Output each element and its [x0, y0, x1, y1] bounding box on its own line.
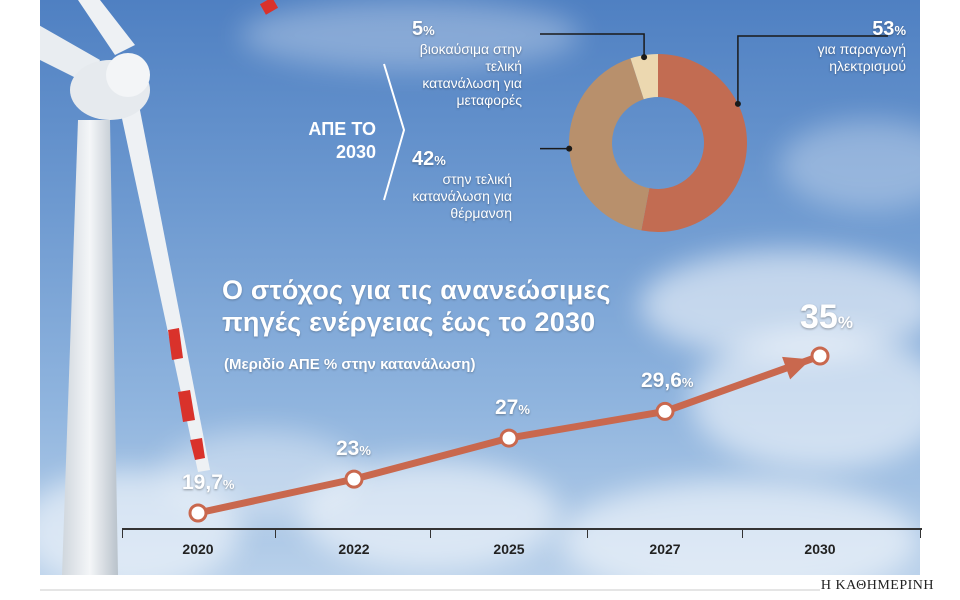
x-tick	[742, 530, 743, 538]
slice-electricity-label: 53% για παραγωγή ηλεκτρισμού	[790, 18, 906, 75]
x-tick	[122, 530, 123, 538]
x-tick-label-2022: 2022	[338, 541, 370, 557]
slice-heating-desc: στην τελική κατανάλωση για θέρμανση	[412, 171, 512, 221]
x-tick-label-2030: 2030	[804, 541, 836, 557]
slice-biofuels-label: 5% βιοκαύσιμα στην τελική κατανάλωση για…	[412, 18, 522, 109]
slice-biofuels-desc: βιοκαύσιμα στην τελική κατανάλωση για με…	[419, 41, 522, 108]
slice-biofuels-value: 5	[412, 18, 424, 40]
slice-heating-label: 42% στην τελική κατανάλωση για θέρμανση	[412, 148, 512, 222]
source-credit: Η ΚΑΘΗΜΕΡΙΝΗ	[820, 578, 934, 593]
chevron-bracket	[383, 63, 406, 201]
res-label-text: ΑΠΕ ΤΟ 2030	[308, 119, 376, 162]
chart-title: Ο στόχος για τις ανανεώσιμες πηγές ενέργ…	[222, 275, 611, 337]
value-label-2030: 35%	[800, 298, 853, 336]
res-2030-label: ΑΠΕ ΤΟ 2030	[300, 118, 376, 164]
data-point-2020	[188, 503, 208, 523]
leader-heating-dot	[566, 145, 573, 152]
chart-subtitle: (Μεριδίο ΑΠΕ % στην κατανάλωση)	[224, 356, 476, 373]
slice-biofuels	[630, 54, 658, 100]
sky-background	[40, 0, 920, 575]
value-label-2022: 23%	[336, 437, 371, 461]
x-tick	[275, 530, 276, 538]
slice-heating-unit: %	[434, 153, 446, 168]
x-axis-line	[122, 528, 922, 530]
leader-biofuels-dot	[641, 54, 648, 61]
data-point-2025	[499, 428, 519, 448]
slice-electricity	[641, 54, 747, 233]
data-point-2030	[810, 346, 830, 366]
slice-electricity-desc: για παραγωγή ηλεκτρισμού	[817, 41, 906, 74]
x-tick-label-2025: 2025	[493, 541, 525, 557]
value-label-2027: 29,6%	[641, 369, 694, 393]
value-label-2025: 27%	[495, 396, 530, 420]
x-tick	[920, 530, 921, 538]
x-tick-label-2027: 2027	[649, 541, 681, 557]
leader-biofuels	[540, 33, 645, 58]
data-point-2022	[344, 469, 364, 489]
wind-turbine-illustration	[40, 0, 279, 575]
slice-electricity-unit: %	[894, 23, 906, 38]
bottom-rule	[40, 589, 820, 591]
slice-heating-value: 42	[412, 148, 435, 170]
slice-heating	[569, 58, 650, 231]
x-tick-label-2020: 2020	[182, 541, 214, 557]
value-label-2020: 19,7%	[182, 471, 235, 494]
x-tick	[587, 530, 588, 538]
donut-chart	[540, 33, 888, 233]
leader-electricity-dot	[734, 100, 741, 107]
trend-arrow-head	[782, 356, 811, 380]
slice-biofuels-unit: %	[423, 23, 435, 38]
x-tick	[430, 530, 431, 538]
slice-electricity-value: 53	[872, 18, 895, 40]
leader-electricity	[737, 35, 888, 104]
data-point-2027	[655, 401, 675, 421]
